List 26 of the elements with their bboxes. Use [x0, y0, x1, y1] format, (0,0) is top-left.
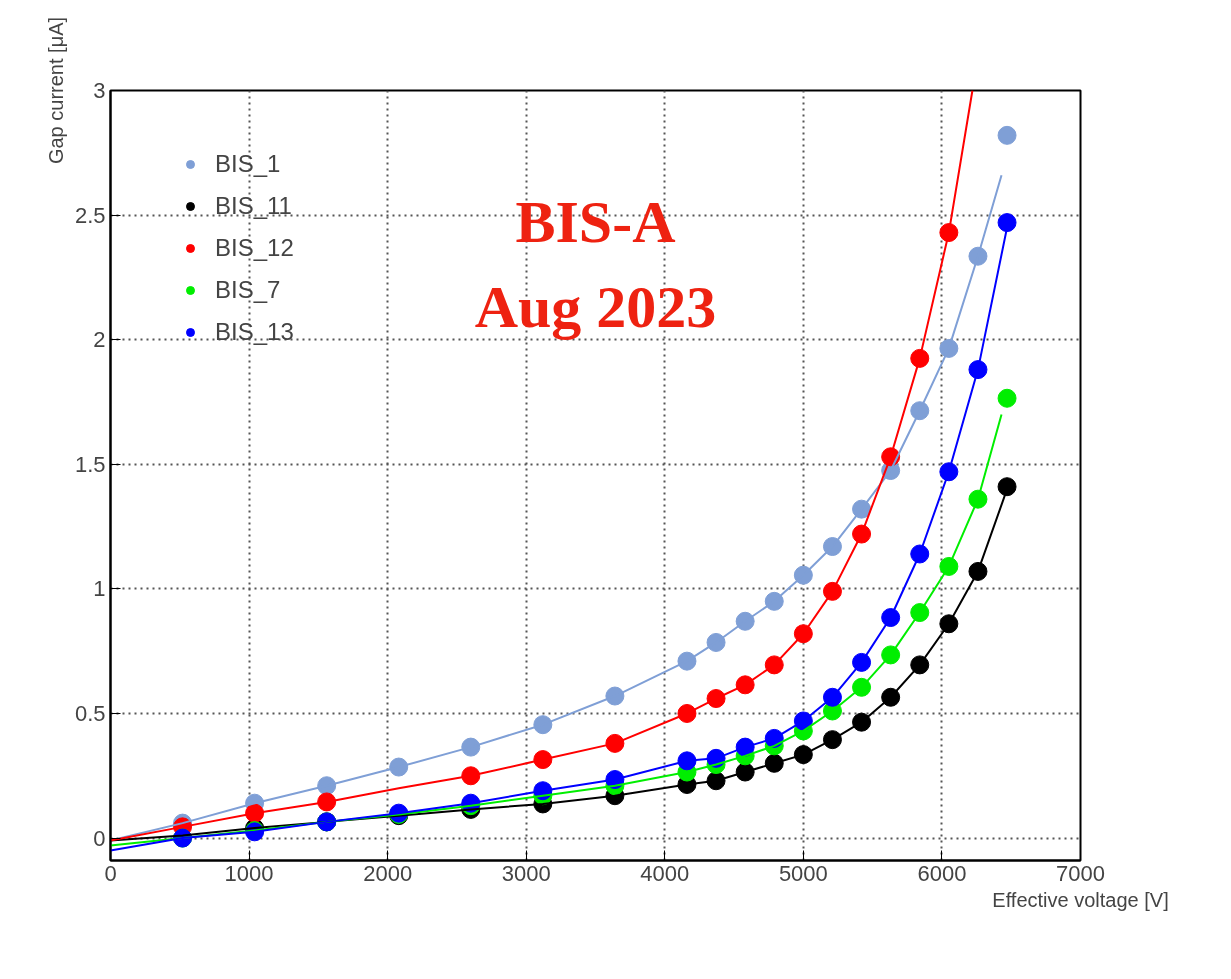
point [997, 213, 1017, 233]
x-tick-label: 5000 [778, 860, 828, 886]
y-axis-title: Gap current [μA] [44, 16, 67, 165]
point [997, 477, 1017, 497]
legend-label: BIS_11 [215, 192, 292, 220]
y-tick-label: 2 [93, 327, 106, 353]
x-tick-label: 6000 [917, 860, 967, 886]
x-tick-label: 7000 [1056, 860, 1105, 886]
x-tick-label: 3000 [501, 860, 551, 886]
legend-label: BIS_13 [215, 318, 294, 346]
legend-label: BIS_7 [215, 276, 281, 304]
x-tick-label: 1000 [224, 860, 274, 886]
y-tick-label: 0.5 [74, 700, 106, 726]
legend-label: BIS_12 [215, 234, 294, 262]
legend-label: BIS_1 [215, 150, 281, 178]
x-axis-title: Effective voltage [V] [992, 888, 1169, 911]
x-tick-label: 4000 [640, 860, 690, 886]
y-tick-label: 2.5 [74, 202, 106, 228]
point [997, 125, 1017, 145]
y-tick-label: 3 [93, 78, 106, 103]
y-tick-label: 1 [93, 576, 106, 602]
y-tick-label: 1.5 [74, 451, 106, 477]
point [997, 388, 1017, 408]
x-tick-label: 2000 [363, 860, 413, 886]
annotation: BIS-A Aug 2023 [474, 188, 717, 340]
y-tick-label: 0 [93, 825, 106, 851]
